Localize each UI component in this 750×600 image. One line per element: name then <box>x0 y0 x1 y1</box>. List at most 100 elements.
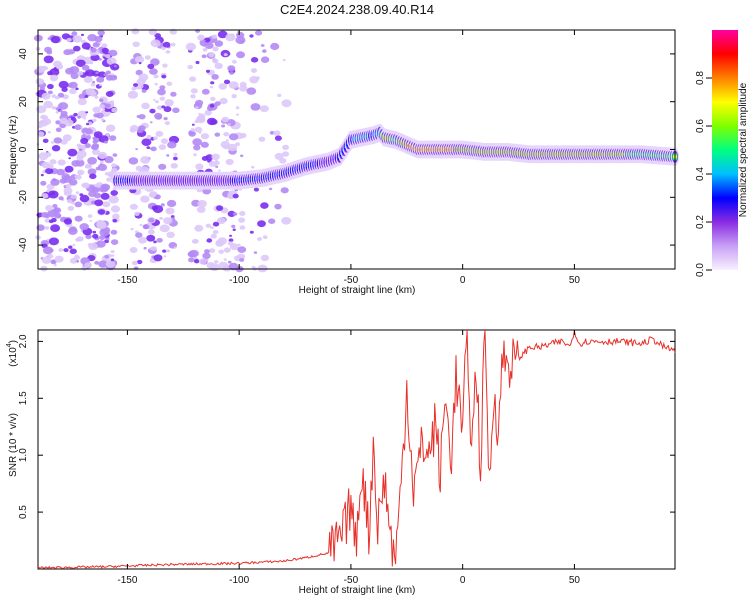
spectrogram-noise-dot <box>72 244 76 247</box>
spectrogram-noise-dot <box>158 163 167 170</box>
spectrogram-noise-dot <box>80 137 89 145</box>
spectrogram-noise-dot <box>51 217 57 223</box>
spectrogram-noise-dot <box>62 175 73 183</box>
spectrogram-noise-dot <box>163 217 173 225</box>
spectrogram-noise-dot <box>210 96 216 101</box>
spectrogram-noise-dot <box>102 53 106 57</box>
spectrogram-noise-dot <box>92 80 96 84</box>
spectrogram-noise-dot <box>150 246 157 252</box>
spectrogram-noise-dot <box>223 53 228 57</box>
spectrogram-noise-dot <box>156 105 163 110</box>
spectrogram-noise-dot <box>138 114 146 120</box>
spectrogram-noise-cloud <box>34 28 292 273</box>
spectrogram-noise-dot <box>87 157 97 165</box>
spectrogram-noise-dot <box>105 54 111 59</box>
spectrogram-noise-dot <box>68 117 72 121</box>
spectrogram-noise-dot <box>76 236 84 242</box>
spectrogram-noise-dot <box>250 68 258 73</box>
x-tick-label: 50 <box>569 575 581 586</box>
spectrogram-noise-dot <box>96 76 105 83</box>
spectrogram-noise-dot <box>58 248 64 252</box>
spectrogram-noise-dot <box>135 69 143 76</box>
spectrogram-noise-dot <box>83 117 86 120</box>
spectrogram-noise-dot <box>79 193 84 197</box>
spectrogram-noise-dot <box>206 69 210 73</box>
spectrogram-noise-dot <box>36 105 47 114</box>
spectrogram-noise-dot <box>58 102 69 110</box>
spectrogram-noise-dot <box>111 163 117 168</box>
spectrogram-noise-dot <box>105 260 116 268</box>
spectrogram-noise-dot <box>56 168 65 176</box>
spectrogram-noise-dot <box>69 248 77 255</box>
spectrogram-noise-dot <box>110 205 121 213</box>
spectrogram-noise-dot <box>146 234 156 242</box>
spectrogram-noise-dot <box>197 200 207 208</box>
spectrogram-noise-dot <box>150 121 153 124</box>
spectrogram-noise-dot <box>46 50 53 55</box>
spectrogram-noise-dot <box>90 82 96 87</box>
spectrogram-noise-dot <box>99 163 103 166</box>
spectrogram-noise-dot <box>41 193 49 199</box>
spectrogram-noise-dot <box>87 34 97 42</box>
spectrogram-noise-dot <box>156 237 163 243</box>
spectrogram-noise-dot <box>165 249 171 253</box>
spectrogram-noise-dot <box>74 201 83 208</box>
spectrogram-noise-dot <box>202 187 212 195</box>
spectrogram-noise-dot <box>210 233 217 239</box>
spectrogram-noise-dot <box>108 195 119 204</box>
spectrogram-noise-dot <box>67 199 73 204</box>
spectrogram-noise-dot <box>232 212 238 216</box>
spectrogram-noise-dot <box>262 49 267 53</box>
spectrogram-noise-dot <box>136 259 143 265</box>
spectrogram-noise-dot <box>200 133 210 140</box>
spectrogram-noise-dot <box>232 59 237 64</box>
spectrogram-noise-dot <box>85 71 90 75</box>
spectrogram-noise-dot <box>97 209 106 215</box>
spectrogram-noise-dot <box>223 258 227 261</box>
colorbar-tick-label: 0.0 <box>695 263 706 277</box>
spectrogram-noise-dot <box>63 49 71 56</box>
y-tick-label: 1.5 <box>18 391 29 405</box>
spectrogram-noise-dot <box>153 254 163 262</box>
spectrogram-noise-dot <box>160 203 165 207</box>
spectrogram-noise-dot <box>54 95 60 100</box>
spectrogram-noise-dot <box>47 83 54 90</box>
spectrogram-noise-dot <box>159 224 170 233</box>
spectrogram-noise-dot <box>84 262 92 268</box>
spectrogram-noise-dot <box>218 249 224 254</box>
spectrogram-noise-dot <box>229 234 233 237</box>
spectrogram-noise-dot <box>149 68 158 75</box>
spectrogram-noise-dot <box>239 132 247 139</box>
spectrogram-noise-dot <box>89 173 97 180</box>
spectrogram-noise-dot <box>105 91 114 97</box>
spectrogram-noise-dot <box>101 118 105 121</box>
spectrogram-noise-dot <box>148 218 155 223</box>
spectrogram-noise-dot <box>223 79 231 85</box>
spectrogram-noise-dot <box>195 106 199 109</box>
spectrogram-panel: -150 -100 -50 0 50 -40 -20 0 20 40 Height of str… <box>8 28 679 296</box>
spectrogram-noise-dot <box>185 42 197 51</box>
spectrogram-noise-dot <box>217 30 228 39</box>
spectrogram-noise-dot <box>161 46 166 51</box>
spectrogram-noise-dot <box>92 148 100 156</box>
spectrogram-noise-dot <box>205 154 214 161</box>
snr-plot-frame <box>37 329 676 570</box>
spectrogram-noise-dot <box>110 73 114 76</box>
spectrogram-noise-dot <box>246 87 257 95</box>
spectrogram-noise-dot <box>195 60 200 65</box>
spectrogram-noise-dot <box>49 159 57 165</box>
spectrogram-noise-dot <box>76 155 84 161</box>
spectrogram-noise-dot <box>47 190 50 193</box>
spectrogram-noise-dot <box>141 102 150 110</box>
spectrogram-noise-dot <box>228 238 234 242</box>
spectrogram-noise-dot <box>236 51 245 59</box>
spectrogram-noise-dot <box>193 144 201 151</box>
spectrogram-ridge <box>112 123 679 190</box>
spectrogram-noise-dot <box>173 156 178 161</box>
spectrogram-noise-dot <box>95 71 99 74</box>
spectrogram-noise-dot <box>161 74 167 79</box>
spectrogram-noise-dot <box>257 237 262 241</box>
spectrogram-noise-dot <box>153 136 158 141</box>
spectrogram-noise-dot <box>253 187 259 192</box>
